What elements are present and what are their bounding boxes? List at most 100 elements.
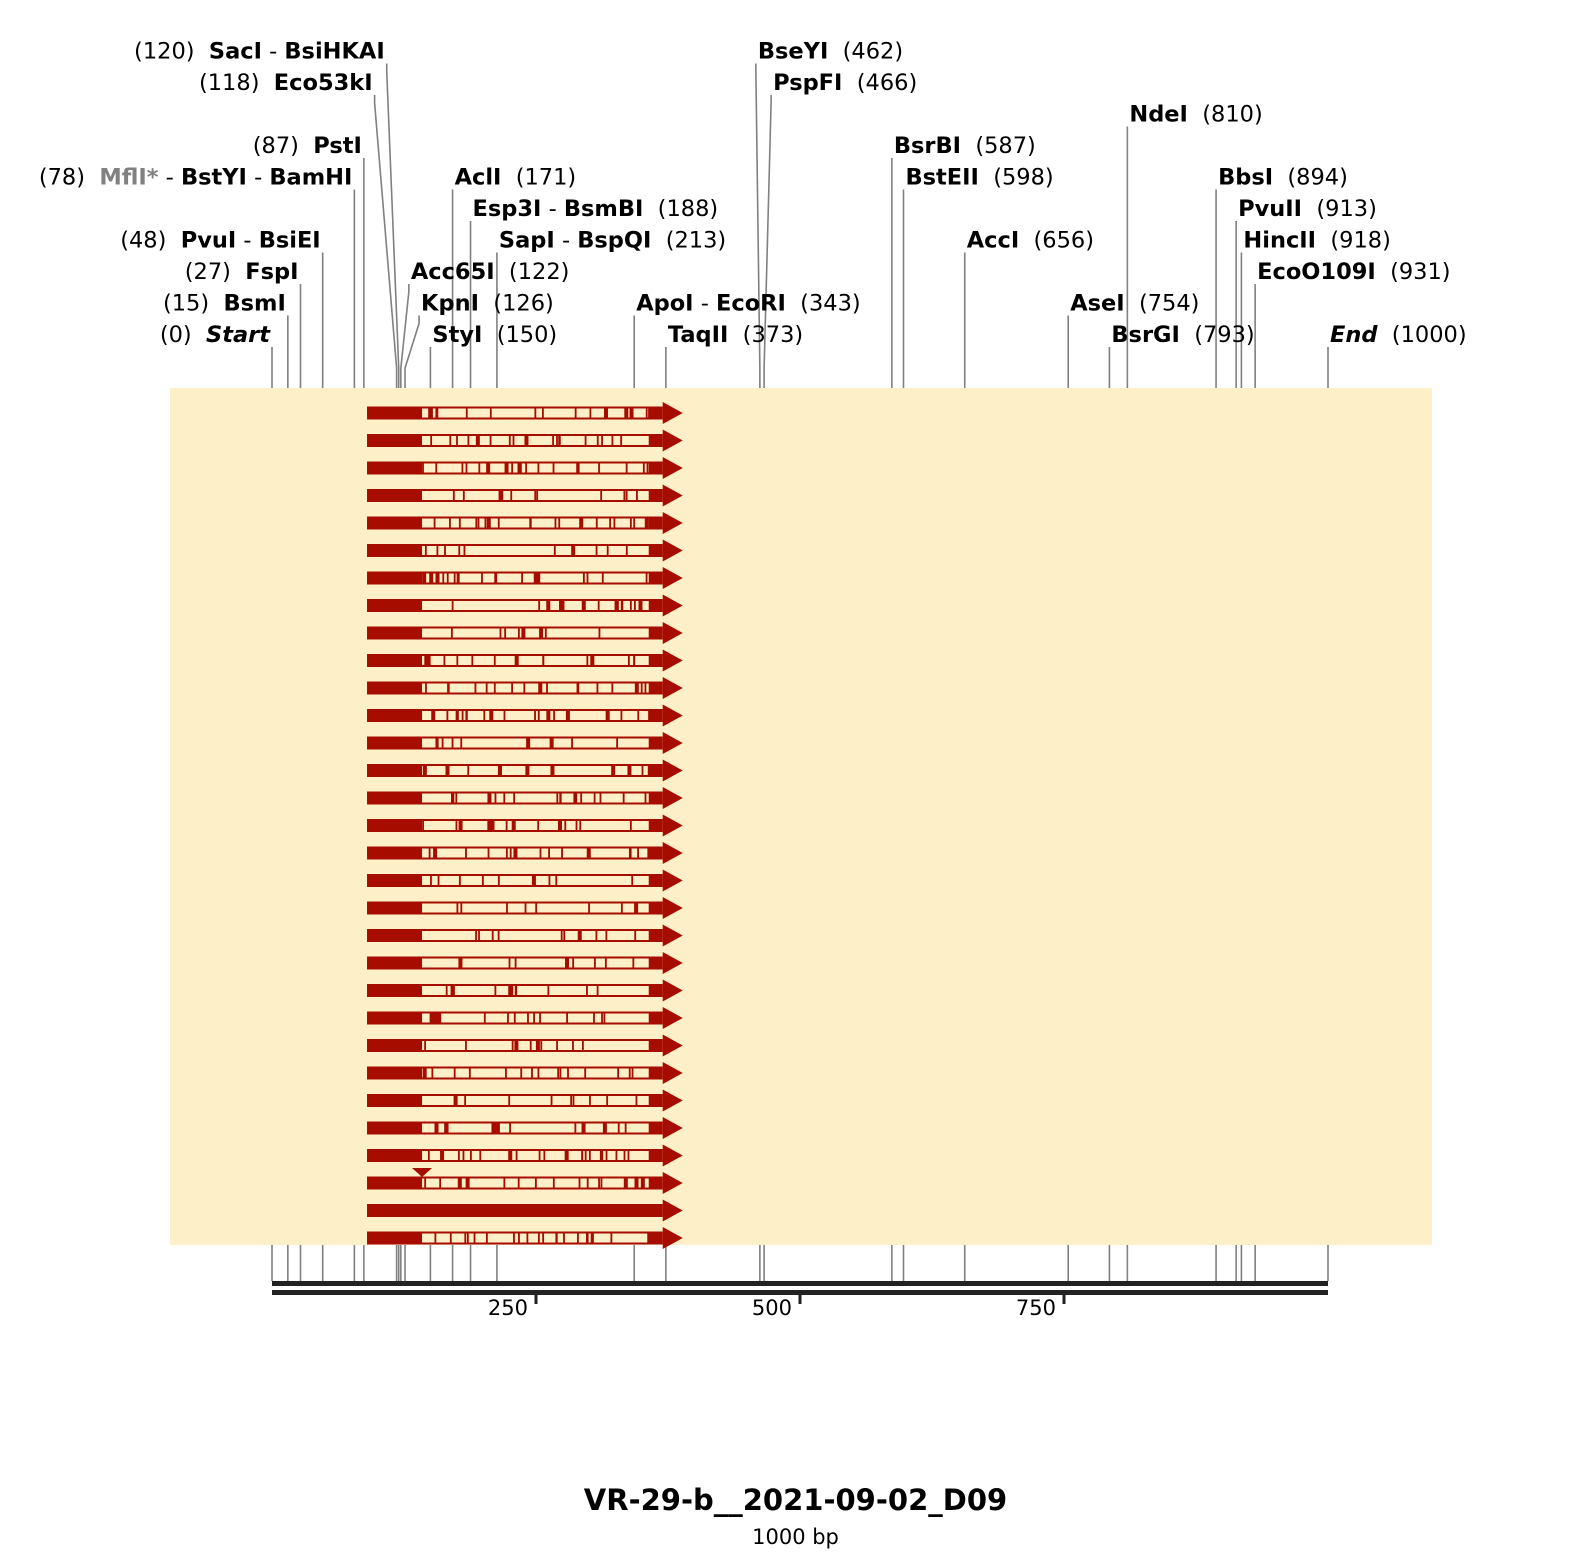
read-mismatch: [539, 848, 542, 858]
read-mismatch: [504, 463, 509, 473]
read-mismatch: [609, 518, 611, 528]
read-mismatch: [460, 738, 463, 748]
read-gap: [422, 793, 649, 803]
read-mismatch: [513, 1233, 515, 1243]
deletion-marker: [412, 1168, 433, 1177]
read-mismatch: [431, 1068, 434, 1078]
read-row: [367, 429, 683, 452]
read-arrowhead: [662, 649, 683, 672]
read-mismatch: [592, 656, 595, 665]
read-mismatch: [488, 463, 491, 473]
read-mismatch: [556, 793, 559, 803]
read-mismatch: [566, 1013, 568, 1023]
read-row: [367, 1168, 683, 1194]
site-label: PspFI (466): [773, 70, 917, 96]
read-mismatch: [633, 601, 636, 610]
read-gap: [422, 931, 649, 940]
read-mismatch: [513, 1013, 516, 1023]
read-mismatch: [510, 491, 513, 500]
read-mismatch: [640, 1178, 645, 1188]
site-label: (78) MflI* - BstYI - BamHI: [39, 165, 353, 191]
site-label: Acc65I (122): [411, 259, 570, 285]
read-gap: [422, 546, 649, 555]
read-mismatch: [422, 1068, 427, 1078]
read-arrowhead: [662, 484, 683, 507]
read-mismatch: [474, 683, 477, 693]
read-mismatch: [585, 1233, 588, 1243]
read-row: [367, 457, 683, 479]
site-label: ApoI - EcoRI (343): [636, 291, 860, 317]
read-mismatch: [590, 1233, 593, 1243]
read-row: [367, 1062, 683, 1084]
read-mismatch: [465, 408, 468, 418]
read-arrowhead: [662, 567, 683, 589]
read-mismatch: [577, 1233, 579, 1243]
read-mismatch: [577, 931, 582, 940]
read-mismatch: [553, 711, 556, 720]
read-mismatch: [513, 793, 516, 803]
read-mismatch: [486, 463, 488, 473]
read-mismatch: [458, 518, 461, 528]
read-mismatch: [601, 1151, 604, 1160]
site-label: PvuII (913): [1238, 196, 1377, 222]
read-mismatch: [550, 766, 555, 775]
read-mismatch: [463, 546, 466, 555]
read-mismatch: [507, 1013, 509, 1023]
read-mismatch: [573, 793, 576, 803]
read-mismatch: [617, 1123, 620, 1133]
read-gap: [422, 1096, 649, 1105]
read-mismatch: [467, 766, 470, 775]
read-mismatch: [494, 573, 497, 583]
read-mismatch: [629, 601, 632, 610]
read-arrowhead: [662, 1172, 683, 1194]
read-mismatch: [586, 986, 588, 995]
read-mismatch: [436, 738, 439, 748]
read-mismatch: [623, 491, 626, 500]
read-mismatch: [550, 1096, 553, 1105]
read-mismatch: [422, 463, 424, 473]
read-mismatch: [575, 793, 578, 803]
read-mismatch: [517, 463, 522, 473]
read-mismatch: [430, 436, 433, 445]
read-mismatch: [647, 766, 650, 775]
read-mismatch: [537, 821, 540, 830]
read-mismatch: [458, 958, 463, 968]
read-mismatch: [598, 628, 601, 638]
read-mismatch: [511, 821, 516, 830]
read-mismatch: [597, 601, 600, 610]
read-mismatch: [632, 958, 635, 968]
site-label: (15) BsmI: [163, 291, 286, 317]
read-mismatch: [588, 903, 590, 913]
read-mismatch: [436, 546, 439, 555]
read-mismatch: [457, 1178, 462, 1188]
read-mismatch: [483, 1013, 486, 1023]
read-mismatch: [599, 1151, 602, 1160]
read-gap: [422, 958, 649, 968]
read-mismatch: [562, 601, 565, 610]
read-mismatch: [485, 1233, 488, 1243]
read-mismatch: [584, 436, 587, 445]
read-mismatch: [433, 1013, 436, 1023]
read-mismatch: [435, 738, 438, 748]
read-mismatch: [546, 601, 551, 610]
read-mismatch: [475, 436, 480, 445]
read-mismatch: [641, 766, 644, 775]
read-arrowhead: [662, 457, 683, 479]
map-length: 1000 bp: [752, 1525, 839, 1549]
read-gap: [422, 683, 649, 693]
read-mismatch: [465, 463, 468, 473]
read-mismatch: [425, 683, 427, 693]
read-mismatch: [503, 793, 506, 803]
read-gap: [422, 821, 649, 830]
read-mismatch: [644, 683, 647, 693]
read-mismatch: [623, 1178, 628, 1188]
read-mismatch: [504, 628, 507, 638]
read-mismatch: [633, 656, 635, 665]
read-row: [367, 512, 683, 534]
read-mismatch: [440, 1151, 445, 1160]
read-mismatch: [558, 436, 561, 445]
read-mismatch: [634, 683, 639, 693]
read-mismatch: [437, 1013, 442, 1023]
read-gap: [422, 1233, 649, 1243]
read-mismatch: [589, 408, 592, 418]
